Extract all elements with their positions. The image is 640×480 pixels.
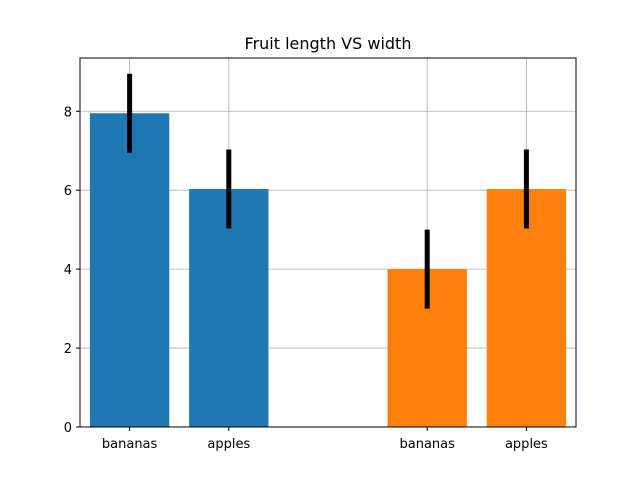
x-tick-label: bananas <box>399 437 455 452</box>
y-tick-label: 0 <box>64 421 72 436</box>
bar-apples <box>486 189 567 427</box>
x-tick-label: apples <box>207 437 250 452</box>
bar-bananas <box>89 113 170 427</box>
error-bars <box>127 73 529 309</box>
chart-title: Fruit length VS width <box>245 34 412 53</box>
y-tick-label: 8 <box>64 105 72 120</box>
x-tick-label: bananas <box>102 437 158 452</box>
x-axis: bananas apples bananas apples <box>102 427 548 452</box>
y-axis: 0 2 4 6 8 <box>64 105 80 436</box>
bars <box>89 113 567 427</box>
y-tick-label: 2 <box>64 342 72 357</box>
bar-apples <box>189 189 269 427</box>
x-tick-label: apples <box>505 437 548 452</box>
y-tick-label: 6 <box>64 184 72 199</box>
y-tick-label: 4 <box>64 263 72 278</box>
plot-frame <box>79 57 577 428</box>
